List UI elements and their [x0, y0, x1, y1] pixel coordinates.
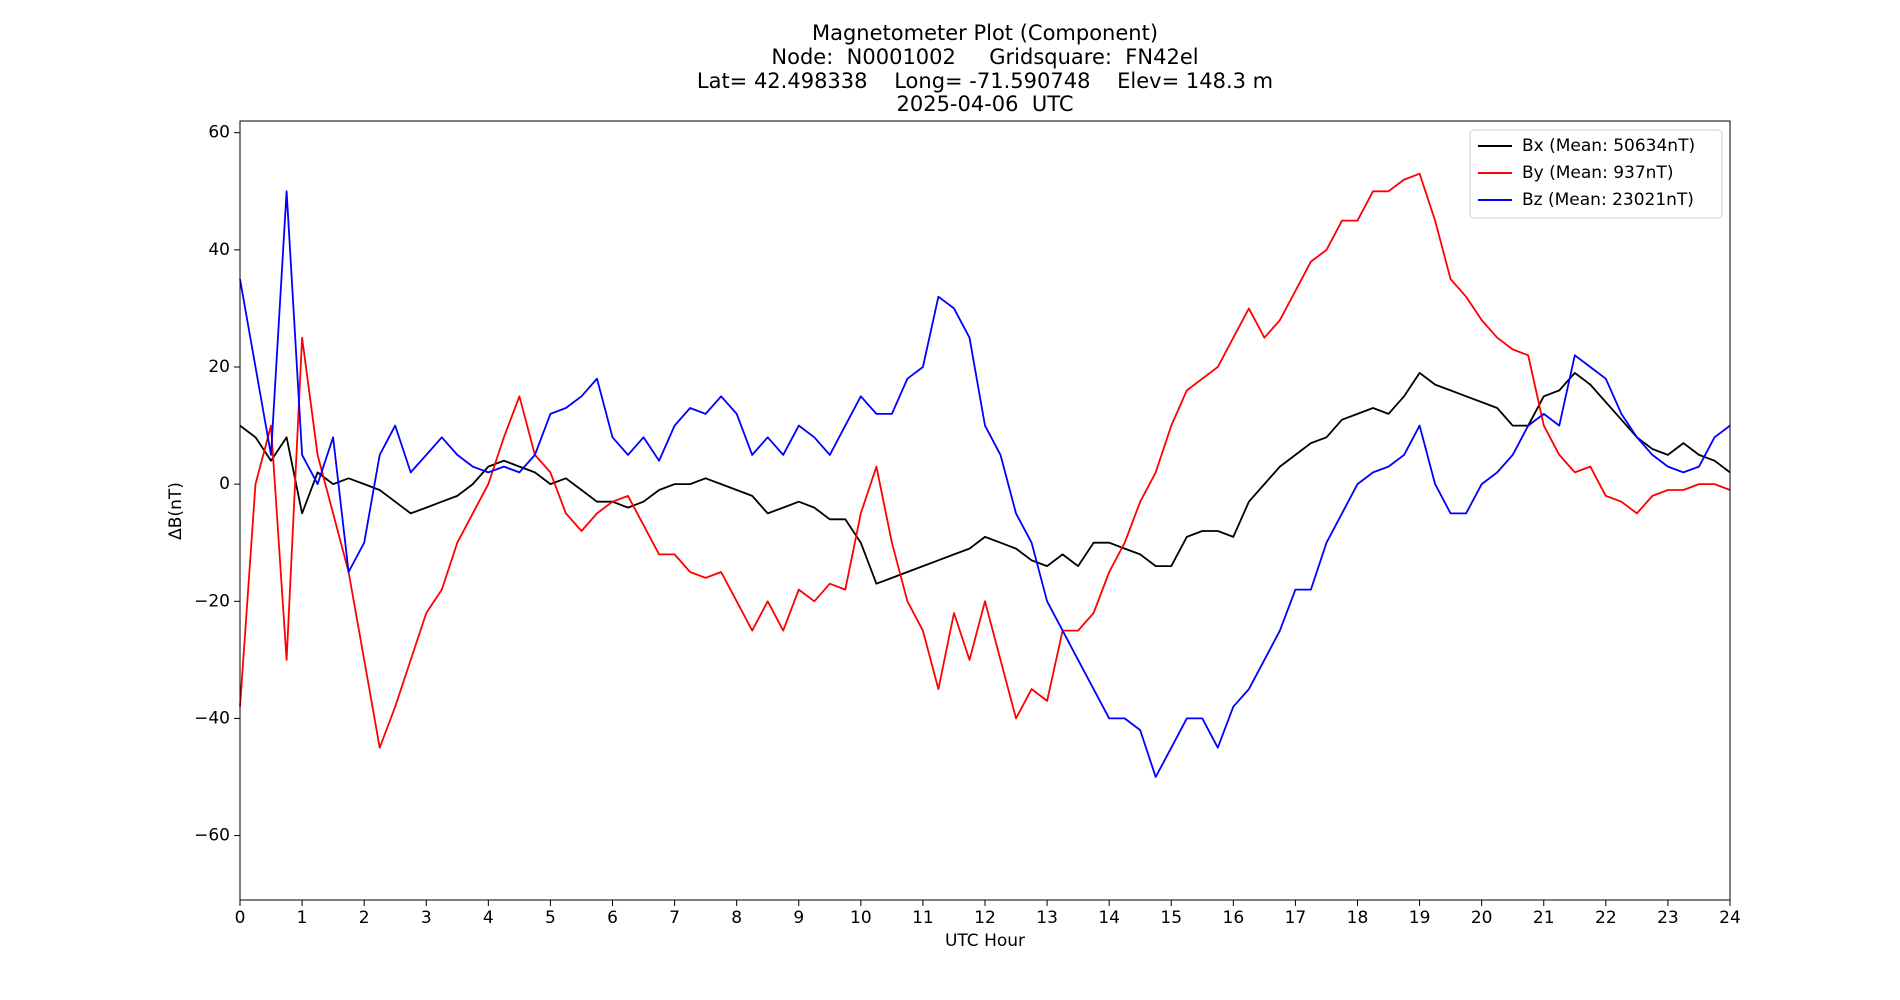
chart-title: 2025-04-06 UTC	[896, 92, 1073, 116]
x-tick-label: 21	[1533, 908, 1555, 928]
y-tick-label: 20	[208, 357, 230, 377]
x-tick-label: 1	[297, 908, 308, 928]
x-tick-label: 13	[1036, 908, 1058, 928]
chart-title: Magnetometer Plot (Component)	[812, 21, 1158, 45]
legend-box	[1469, 129, 1723, 219]
x-tick-label: 4	[483, 908, 494, 928]
x-tick-label: 9	[793, 908, 804, 928]
plot-frame	[239, 120, 1731, 901]
y-tick-label: −40	[194, 708, 230, 728]
x-tick-label: 7	[669, 908, 680, 928]
data-line	[239, 190, 1731, 778]
x-tick-label: 17	[1285, 908, 1307, 928]
legend-label: Bx (Mean: 50634nT)	[1522, 136, 1695, 156]
x-tick-label: 0	[235, 908, 246, 928]
x-tick-label: 11	[912, 908, 934, 928]
legend-label: By (Mean: 937nT)	[1522, 163, 1673, 183]
y-tick-label: −60	[194, 826, 230, 846]
data-line	[239, 172, 1731, 749]
x-tick-label: 20	[1471, 908, 1493, 928]
y-axis-label: ΔB(nT)	[166, 482, 186, 540]
x-tick-label: 6	[607, 908, 618, 928]
x-tick-label: 8	[731, 908, 742, 928]
x-tick-label: 10	[850, 908, 872, 928]
x-tick-label: 19	[1409, 908, 1431, 928]
chart-title: Lat= 42.498338 Long= -71.590748 Elev= 14…	[697, 69, 1273, 93]
y-tick-label: 0	[219, 474, 230, 494]
x-tick-label: 5	[545, 908, 556, 928]
legend-label: Bz (Mean: 23021nT)	[1522, 190, 1694, 210]
y-tick-label: −20	[194, 591, 230, 611]
x-tick-label: 14	[1098, 908, 1120, 928]
x-tick-label: 2	[359, 908, 370, 928]
x-tick-label: 18	[1347, 908, 1369, 928]
x-tick-label: 22	[1595, 908, 1617, 928]
x-tick-label: 3	[421, 908, 432, 928]
x-tick-label: 16	[1223, 908, 1245, 928]
x-tick-label: 24	[1719, 908, 1741, 928]
data-line	[239, 372, 1731, 585]
x-axis-label: UTC Hour	[945, 931, 1025, 951]
y-tick-label: 40	[208, 240, 230, 260]
x-tick-label: 23	[1657, 908, 1679, 928]
x-tick-label: 12	[974, 908, 996, 928]
x-tick-label: 15	[1160, 908, 1182, 928]
y-tick-label: 60	[208, 123, 230, 143]
chart-title: Node: N0001002 Gridsquare: FN42el	[771, 45, 1198, 69]
